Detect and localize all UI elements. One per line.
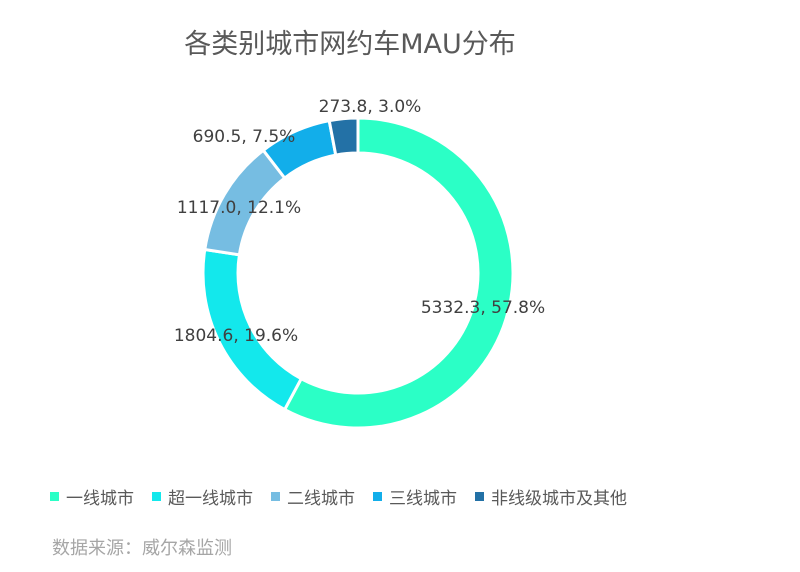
legend-swatch	[271, 492, 280, 501]
data-labels: 5332.3, 57.8% 1804.6, 19.6% 1117.0, 12.1% 6…	[174, 97, 545, 346]
legend-label: 三线城市	[389, 489, 457, 509]
legend: 一线城市 超一线城市 二线城市 三线城市 非线级城市及其他	[50, 484, 627, 509]
legend-swatch	[50, 492, 59, 501]
slice-tier1[interactable]	[282, 116, 515, 430]
data-label: 273.8, 3.0%	[319, 97, 422, 117]
legend-item-super-tier1[interactable]: 超一线城市	[152, 484, 253, 509]
legend-swatch	[152, 492, 161, 501]
slice-other[interactable]	[327, 116, 360, 157]
data-label: 690.5, 7.5%	[193, 127, 296, 147]
legend-item-tier3[interactable]: 三线城市	[373, 484, 457, 509]
donut-slices	[201, 116, 515, 430]
legend-item-tier2[interactable]: 二线城市	[271, 484, 355, 509]
legend-label: 超一线城市	[168, 489, 253, 509]
legend-item-other[interactable]: 非线级城市及其他	[475, 484, 627, 509]
data-label: 5332.3, 57.8%	[421, 298, 545, 318]
legend-label: 非线级城市及其他	[491, 489, 627, 509]
legend-swatch	[475, 492, 484, 501]
legend-swatch	[373, 492, 382, 501]
data-label: 1804.6, 19.6%	[174, 326, 298, 346]
legend-item-tier1[interactable]: 一线城市	[50, 484, 134, 509]
data-label: 1117.0, 12.1%	[177, 198, 301, 218]
legend-label: 一线城市	[66, 489, 134, 509]
legend-label: 二线城市	[287, 489, 355, 509]
chart-title: 各类别城市网约车MAU分布	[184, 29, 516, 60]
data-source: 数据来源：威尔森监测	[52, 538, 232, 559]
